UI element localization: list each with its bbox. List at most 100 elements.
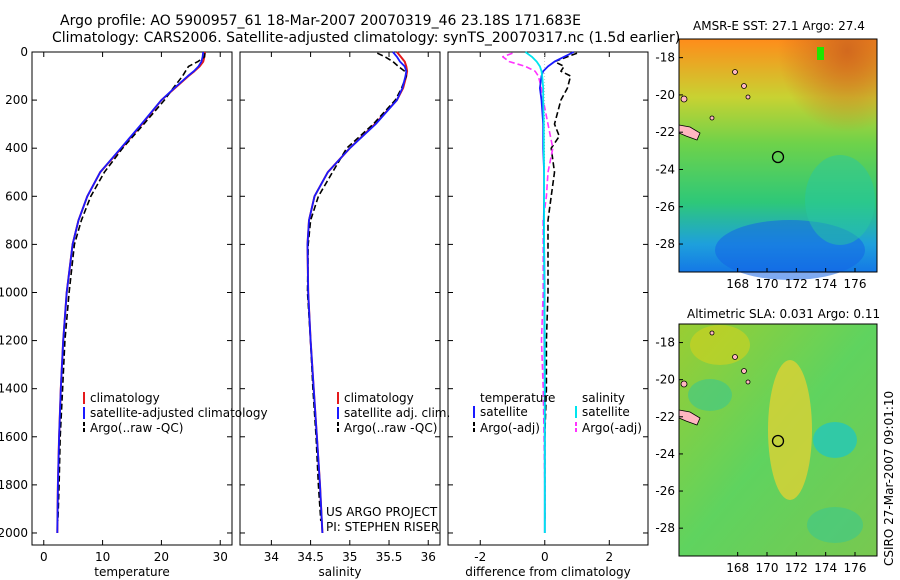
sst-map-title: AMSR-E SST: 27.1 Argo: 27.4 <box>693 19 865 33</box>
map-x-tick-label: 170 <box>756 561 779 575</box>
x-axis-label: salinity <box>318 565 361 579</box>
x-tick-label: 30 <box>213 550 228 564</box>
map-x-tick-label: 174 <box>814 561 837 575</box>
map-x-tick-label: 176 <box>844 277 867 291</box>
sst-cool-tongue <box>805 155 875 245</box>
sst-map: AMSR-E SST: 27.1 Argo: 27.4 <box>678 19 878 280</box>
x-tick-label: 34.5 <box>297 550 324 564</box>
header-line-2: Climatology: CARS2006. Satellite-adjuste… <box>52 30 680 46</box>
legend-label-temp-satellite: satellite <box>480 405 528 419</box>
y-tick-label: 600 <box>5 189 28 203</box>
island-vanuatu <box>680 69 751 121</box>
project-note-line-1: US ARGO PROJECT <box>326 505 438 519</box>
side-timestamp-label: CSIRO 27-Mar-2007 09:01:10 <box>882 391 896 566</box>
salinity-legend: climatology satellite adj. clim. Argo(..… <box>337 391 450 435</box>
map-x-tick-label: 172 <box>785 277 808 291</box>
sla-yellow-band <box>768 360 812 500</box>
y-tick-label: 2000 <box>0 526 28 540</box>
legend-label-sal-argo: Argo(-adj) <box>582 421 642 435</box>
map-y-tick-label: -22 <box>655 125 675 139</box>
map-y-tick-label: -20 <box>655 373 675 387</box>
project-note-line-2: PI: STEPHEN RISER <box>326 520 439 534</box>
y-tick-label: 1200 <box>0 334 28 348</box>
legend-label-satellite-adjusted: satellite-adjusted climatology <box>90 406 268 420</box>
x-tick-label: 2 <box>605 550 613 564</box>
map-y-tick-label: -26 <box>655 200 675 214</box>
legend-label-argo: Argo(..raw -QC) <box>344 421 437 435</box>
series-line-argo-raw-qc <box>306 52 408 522</box>
sla-map-frame <box>678 323 878 557</box>
x-tick-label: 36 <box>421 550 436 564</box>
x-tick-label: 35 <box>342 550 357 564</box>
x-tick-label: 35.5 <box>376 550 403 564</box>
x-tick-label: 0 <box>541 550 549 564</box>
x-tick-label: 34 <box>264 550 279 564</box>
y-tick-label: 200 <box>5 93 28 107</box>
x-tick-label: 10 <box>95 550 110 564</box>
sla-teal-patch <box>688 379 732 411</box>
sla-low-patch <box>807 507 863 543</box>
y-tick-label: 1000 <box>0 285 28 299</box>
y-tick-label: 800 <box>5 237 28 251</box>
legend-label-temp-argo: Argo(-adj) <box>480 421 540 435</box>
series-line-temperature-argo-adj <box>543 52 578 521</box>
legend-label-argo: Argo(..raw -QC) <box>90 421 183 435</box>
y-tick-label: 1600 <box>0 430 28 444</box>
series-line-satellite-adjusted-climatology <box>56 51 205 534</box>
sla-cyan-patch <box>813 422 857 458</box>
map-x-tick-label: 174 <box>814 277 837 291</box>
x-tick-label: 0 <box>40 550 48 564</box>
sla-float-marker <box>771 434 785 448</box>
difference-panel-frame <box>447 51 649 546</box>
y-tick-label: 1400 <box>0 382 28 396</box>
map-y-tick-label: -28 <box>655 521 675 535</box>
y-tick-label: 1800 <box>0 478 28 492</box>
map-y-tick-label: -18 <box>655 336 675 350</box>
legend-label-satellite-adj: satellite adj. clim. <box>344 406 450 420</box>
series-line-salinity-satellite <box>524 51 546 533</box>
legend-label-sal-satellite: satellite <box>582 405 630 419</box>
map-x-tick-label: 170 <box>756 277 779 291</box>
series-line-satellite-adj-clim <box>306 51 408 534</box>
map-x-tick-label: 168 <box>726 561 749 575</box>
map-y-tick-label: -26 <box>655 484 675 498</box>
sst-map-frame <box>678 38 878 273</box>
map-y-tick-label: -20 <box>655 88 675 102</box>
x-axis-label: difference from climatology <box>465 565 631 579</box>
legend-label-climatology: climatology <box>344 391 414 405</box>
legend-header-salinity: salinity <box>582 391 625 405</box>
legend-header-temperature: temperature <box>480 391 555 405</box>
series-line-climatology <box>56 51 206 534</box>
header-line-1: Argo profile: AO 5900957_61 18-Mar-2007 … <box>60 13 581 29</box>
x-axis-label: temperature <box>94 565 169 579</box>
temperature-panel: 0 10 20 30 temperature 0 200 400 600 800 1000 1200 1… <box>0 45 232 579</box>
salinity-panel-frame <box>239 51 441 546</box>
map-y-tick-label: -24 <box>655 162 675 176</box>
temperature-legend: climatology satellite-adjusted climatolo… <box>83 391 268 435</box>
sla-map-axes: 168 170 172 174 176 -18 -20 -22 -24 -26 -28 <box>655 336 866 575</box>
map-y-tick-label: -24 <box>655 447 675 461</box>
sst-map-axes: 168 170 172 174 176 -18 -20 -22 -24 -26 -28 <box>655 51 866 291</box>
temperature-panel-frame <box>31 51 233 546</box>
sst-float-marker <box>771 150 785 164</box>
map-x-tick-label: 172 <box>785 561 808 575</box>
sla-map: Altimetric SLA: 0.031 Argo: 0.11 <box>678 307 880 557</box>
salinity-panel: 34 34.5 35 35.5 36 salinity <box>240 51 440 579</box>
series-line-argo-raw-qc <box>57 53 206 522</box>
sst-green-square <box>817 47 824 60</box>
x-tick-label: 20 <box>154 550 169 564</box>
map-y-tick-label: -28 <box>655 237 675 251</box>
map-x-tick-label: 168 <box>726 277 749 291</box>
sla-island-vanuatu <box>680 330 751 388</box>
map-x-tick-label: 176 <box>844 561 867 575</box>
series-line-climatology <box>306 51 409 534</box>
sla-yellow-top <box>690 325 750 365</box>
y-tick-label: 400 <box>5 141 28 155</box>
series-line-salinity-argo-adj <box>501 52 554 521</box>
y-tick-label: 0 <box>20 45 28 59</box>
legend-label-climatology: climatology <box>90 391 160 405</box>
map-y-tick-label: -22 <box>655 410 675 424</box>
map-y-tick-label: -18 <box>655 51 675 65</box>
